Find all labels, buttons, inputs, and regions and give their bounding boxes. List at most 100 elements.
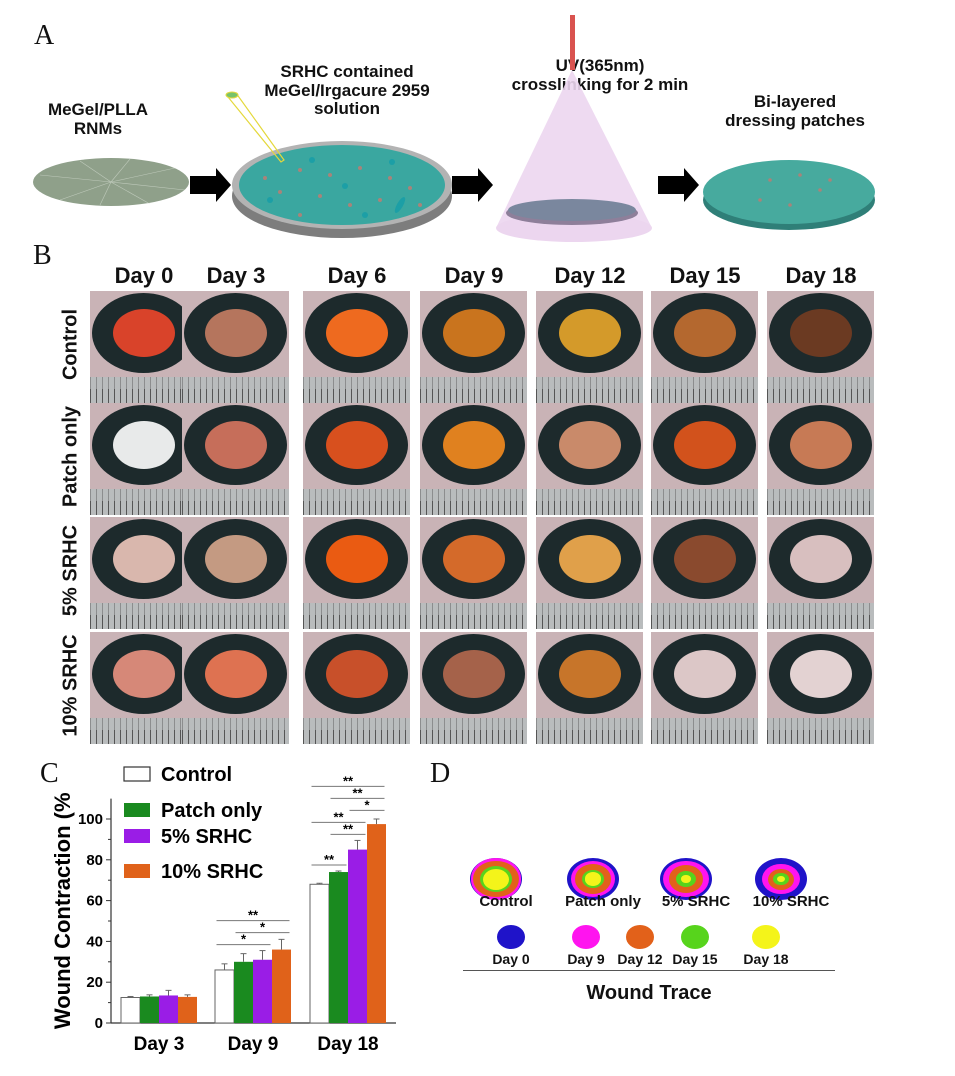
ruler	[767, 718, 874, 744]
wound-area	[112, 421, 175, 469]
arrow-icon	[658, 168, 699, 202]
wound-photo	[182, 632, 289, 744]
silicone-splint	[92, 293, 195, 373]
bar-patch-only	[234, 961, 253, 1023]
silicone-splint	[769, 405, 872, 485]
wound-photo	[536, 632, 643, 744]
legend-swatch	[572, 925, 600, 949]
wound-area	[673, 309, 736, 357]
silicone-splint	[538, 634, 641, 714]
panel-a-illustration	[33, 15, 875, 242]
wound-area	[325, 309, 388, 357]
wound-photo	[182, 517, 289, 629]
ruler	[90, 489, 197, 515]
ruler	[303, 489, 410, 515]
wound-photo	[303, 403, 410, 515]
ruler	[90, 603, 197, 629]
wound-trace-layer	[776, 875, 786, 883]
panel-b-letter: B	[33, 240, 52, 271]
row-header: Patch only	[59, 405, 82, 508]
y-tick-label: 20	[86, 974, 103, 991]
silicone-splint	[422, 519, 525, 599]
silicone-splint	[184, 405, 287, 485]
legend-swatch	[124, 803, 150, 817]
silicone-splint	[305, 634, 408, 714]
wound-area	[558, 421, 621, 469]
silicone-splint	[184, 634, 287, 714]
wound-trace-layer	[584, 872, 602, 886]
srhc-particles	[263, 166, 422, 217]
x-tick-label: Day 18	[317, 1034, 378, 1055]
wound-photo	[536, 291, 643, 403]
silicone-splint	[653, 519, 756, 599]
y-tick-label: 0	[95, 1015, 103, 1032]
ruler	[536, 603, 643, 629]
wound-photo	[536, 517, 643, 629]
significance-marker: **	[324, 852, 335, 867]
wound-photo	[90, 403, 197, 515]
wound-photo	[90, 632, 197, 744]
wound-area	[204, 421, 267, 469]
step-solution-label: SRHC contained MeGel/Irgacure 2959 solut…	[232, 62, 462, 119]
ruler	[90, 377, 197, 403]
wound-photo	[90, 291, 197, 403]
step-patch-label: Bi-layered dressing patches	[695, 92, 895, 130]
wound-trace-layer	[681, 875, 691, 883]
significance-marker: **	[352, 785, 363, 800]
wound-area	[112, 650, 175, 698]
wound-area	[789, 421, 852, 469]
legend-label: Day 9	[567, 951, 605, 967]
y-tick-label: 80	[86, 852, 103, 869]
ruler	[767, 377, 874, 403]
bar-patch-only	[329, 872, 348, 1023]
wound-photo	[767, 291, 874, 403]
wound-area	[442, 309, 505, 357]
wound-area	[558, 309, 621, 357]
ruler	[651, 489, 758, 515]
silicone-splint	[92, 519, 195, 599]
ruler	[420, 718, 527, 744]
column-header: Day 9	[444, 263, 504, 288]
ruler	[303, 603, 410, 629]
ruler	[420, 603, 527, 629]
silicone-splint	[184, 293, 287, 373]
ruler	[536, 377, 643, 403]
wound-photo	[303, 291, 410, 403]
wound-photo	[767, 403, 874, 515]
silicone-splint	[184, 519, 287, 599]
bar-5-srhc	[159, 995, 178, 1023]
rnm-fibers	[39, 158, 186, 206]
bar-5-srhc	[348, 849, 367, 1023]
ruler	[651, 603, 758, 629]
label-line: RNMs	[73, 118, 123, 138]
wound-photo	[182, 291, 289, 403]
wound-trace-title: Wound Trace	[586, 982, 712, 1004]
bar-10-srhc	[272, 949, 291, 1023]
wound-photo	[303, 517, 410, 629]
uv-cone	[496, 70, 652, 228]
bar-10-srhc	[178, 996, 197, 1023]
row-header: 5% SRHC	[59, 524, 82, 617]
y-tick-label: 100	[78, 811, 103, 828]
wound-photo	[420, 291, 527, 403]
silicone-splint	[92, 405, 195, 485]
ruler	[420, 489, 527, 515]
uv-beam	[570, 15, 575, 70]
column-header: Day 12	[554, 263, 626, 288]
wound-area	[204, 650, 267, 698]
wound-photo	[767, 517, 874, 629]
label-line: MeGel/Irgacure 2959	[264, 80, 430, 100]
silicone-splint	[769, 634, 872, 714]
column-header: Day 3	[206, 263, 266, 288]
label-line: crosslinking for 2 min	[511, 74, 689, 94]
ruler	[767, 603, 874, 629]
label-line: SRHC contained	[280, 62, 414, 81]
wound-area	[789, 309, 852, 357]
wound-photo	[651, 403, 758, 515]
wound-area	[558, 535, 621, 583]
wound-area	[558, 650, 621, 698]
significance-marker: **	[343, 773, 354, 788]
legend-label: 10% SRHC	[161, 861, 263, 883]
silicone-splint	[538, 519, 641, 599]
silicone-splint	[653, 405, 756, 485]
